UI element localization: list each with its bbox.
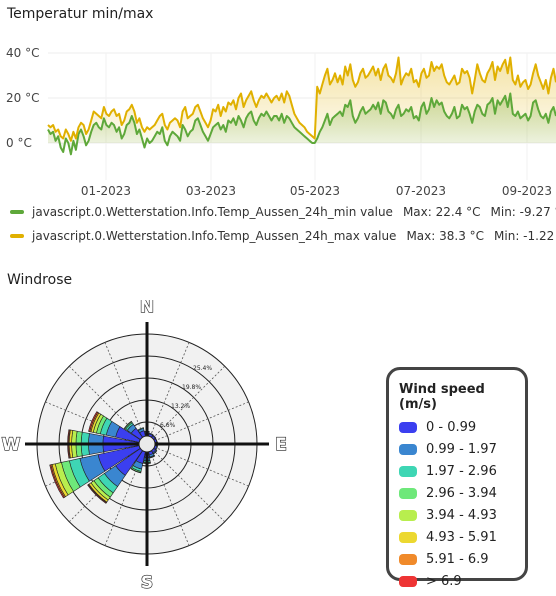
- wedge-nnw-bin-2: [137, 427, 144, 431]
- wind-legend-swatch: [399, 509, 417, 521]
- x-tick-label: 01-2023: [81, 184, 131, 198]
- wind-legend-item[interactable]: 2.96 - 3.94: [399, 482, 525, 504]
- wind-legend-swatch: [399, 465, 417, 477]
- wind-legend-label: 4.93 - 5.91: [426, 529, 497, 545]
- direction-label-e: E: [275, 435, 287, 455]
- legend-label-temp-min: javascript.0.Wetterstation.Info.Temp_Aus…: [32, 205, 393, 219]
- wind-legend-item[interactable]: 3.94 - 4.93: [399, 504, 525, 526]
- x-tick-label: 09-2023: [502, 184, 552, 198]
- wind-legend-label: 2.96 - 3.94: [426, 485, 497, 501]
- wedge-ne-bin-1: [152, 434, 157, 439]
- wind-legend-item[interactable]: 1.97 - 2.96: [399, 460, 525, 482]
- wind-legend-label: 5.91 - 6.9: [426, 551, 489, 567]
- direction-label-s: S: [141, 573, 153, 593]
- wedge-nw-bin-4: [123, 420, 132, 429]
- x-tick-label: 03-2023: [186, 184, 236, 198]
- series-line-temp-max: [47, 56, 556, 142]
- x-tick-label: 07-2023: [396, 184, 446, 198]
- legend-min-temp-max: Min: -1.22 °C: [494, 229, 556, 243]
- legend-item-temp-min[interactable]: javascript.0.Wetterstation.Info.Temp_Aus…: [10, 205, 556, 219]
- wedge-nne-bin-1: [148, 432, 154, 436]
- ring-label: 19.8%: [182, 384, 201, 391]
- wind-legend-item[interactable]: 0.99 - 1.97: [399, 438, 525, 460]
- wedge-w-bin-7: [67, 429, 70, 459]
- wind-legend-swatch: [399, 443, 417, 455]
- ring-label: 25.4%: [193, 365, 212, 372]
- legend-swatch-temp-max: [10, 234, 24, 238]
- legend-max-temp-max: Max: 38.3 °C: [406, 229, 485, 243]
- wind-legend-label: > 6.9: [426, 573, 462, 589]
- wedge-se-bin-2: [153, 450, 158, 455]
- legend-label-temp-max: javascript.0.Wetterstation.Info.Temp_Aus…: [32, 229, 397, 243]
- ring-label: 13.2%: [171, 403, 190, 410]
- y-tick-label: 20 °C: [6, 91, 39, 105]
- temperature-chart: 40 °C 20 °C 0 °C 01-2023 03-2023 05-2023 07-20…: [6, 46, 556, 198]
- ring-label: 6.6%: [160, 422, 176, 429]
- wind-legend-swatch: [399, 553, 417, 565]
- series-line-temp-min: [47, 92, 556, 156]
- wind-legend-label: 1.97 - 2.96: [426, 463, 497, 479]
- direction-label-w: W: [2, 435, 21, 455]
- wind-legend-item[interactable]: 5.91 - 6.9: [399, 548, 525, 570]
- wind-legend-label: 0 - 0.99: [426, 419, 477, 435]
- wedge-ssw-bin-4: [130, 468, 142, 474]
- x-tick-label: 05-2023: [290, 184, 340, 198]
- legend-min-temp-min: Min: -9.27 °C: [490, 205, 556, 219]
- wedge-wnw-bin-7: [88, 411, 99, 433]
- wind-legend-items: 0 - 0.99 0.99 - 1.97 1.97 - 2.96 2.96 - 3.9…: [399, 416, 525, 592]
- wind-legend-swatch: [399, 575, 417, 587]
- wind-legend-title: Wind speed (m/s): [399, 382, 485, 412]
- wind-legend-swatch: [399, 487, 417, 499]
- legend-swatch-temp-min: [10, 210, 24, 214]
- direction-label-n: N: [140, 300, 154, 317]
- wedge-sw-bin-7: [87, 484, 107, 504]
- windrose-chart: 6.6% 13.2% 19.8% 25.4% N E S W: [1, 300, 287, 594]
- wind-legend-swatch: [399, 531, 417, 543]
- y-tick-label: 40 °C: [6, 46, 39, 60]
- wedge-wsw-bin-7: [49, 464, 65, 499]
- legend-max-temp-min: Max: 22.4 °C: [402, 205, 481, 219]
- series-area-1: [48, 57, 556, 143]
- windrose-title: Windrose: [7, 272, 73, 288]
- wind-legend-label: 3.94 - 4.93: [426, 507, 497, 523]
- wind-legend-label: 0.99 - 1.97: [426, 441, 497, 457]
- wedge-ene-bin-1: [154, 437, 158, 443]
- legend-item-temp-max[interactable]: javascript.0.Wetterstation.Info.Temp_Aus…: [10, 229, 556, 243]
- y-tick-label: 0 °C: [6, 136, 32, 150]
- wind-legend-item[interactable]: 4.93 - 5.91: [399, 526, 525, 548]
- windrose-center: [138, 435, 156, 453]
- wedge-sse-bin-3: [149, 455, 156, 459]
- wind-legend-item[interactable]: > 6.9: [399, 570, 525, 592]
- wind-speed-legend: Wind speed (m/s) 0 - 0.99 0.99 - 1.97 1.97…: [386, 367, 528, 589]
- temperature-chart-title: Temperatur min/max: [7, 6, 154, 22]
- wind-legend-swatch: [399, 421, 417, 433]
- wind-legend-item[interactable]: 0 - 0.99: [399, 416, 525, 438]
